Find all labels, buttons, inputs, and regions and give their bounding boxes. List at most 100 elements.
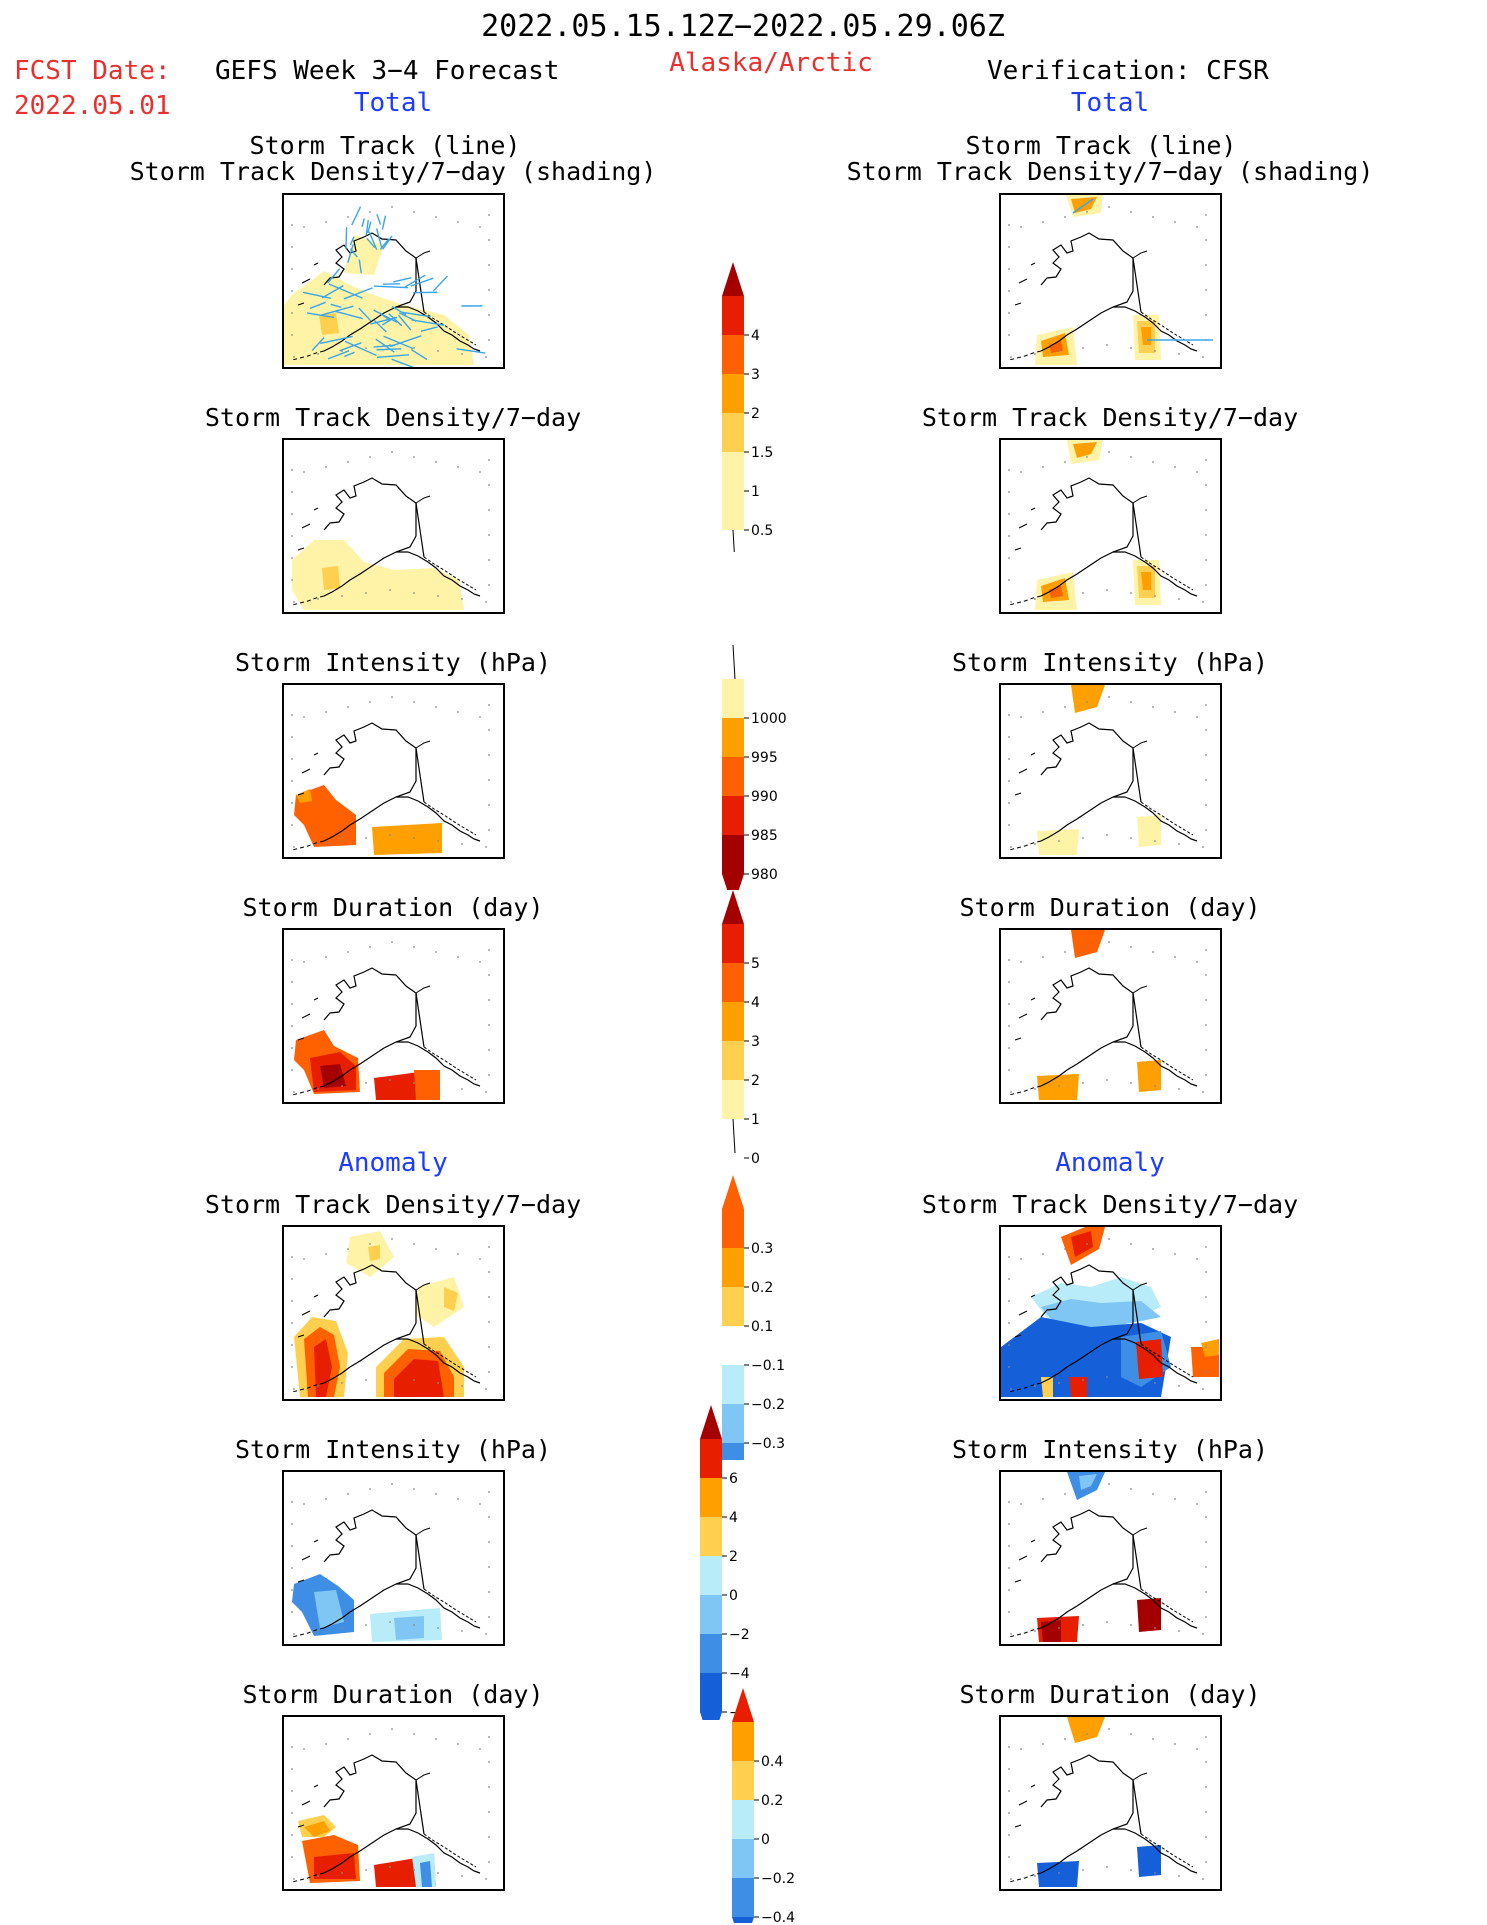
left-anom-density-graticule-dot-29 [291, 1366, 293, 1368]
left-track-track-7 [370, 316, 398, 325]
left-anom-intensity-graticule-dot-6 [369, 1488, 371, 1490]
right-density-graticule-dot-10 [1130, 456, 1132, 458]
left-duration-graticule-dot-16 [479, 961, 481, 963]
right-track-graticule-dot-12 [1152, 216, 1154, 218]
right-anom-duration-graticule-dot-3 [1034, 1875, 1036, 1877]
right-track-graticule-dot-25 [1008, 290, 1010, 292]
cb-intensity-total-label-2: 990 [751, 789, 778, 805]
right-duration-graticule-dot-18 [1205, 949, 1207, 951]
left-intensity-bering-islands [297, 752, 319, 796]
left-track-graticule-dot-16 [479, 226, 481, 228]
right-anom-density-basemap [1008, 1238, 1207, 1393]
right-intensity-title: Storm Intensity (hPa) [951, 648, 1269, 677]
right-duration-graticule-dot-1 [1010, 1091, 1012, 1093]
right-intensity-shade-0 [1071, 685, 1105, 713]
right-duration-graticule-dot-21 [1008, 981, 1010, 983]
map-left-anom-duration [282, 1715, 505, 1891]
cb-density-total-label-4: 1 [751, 484, 760, 500]
left-density-graticule-dot-26 [488, 559, 490, 561]
left-density-graticule-dot-7 [365, 592, 367, 594]
right-intensity-graticule-dot-9 [1106, 834, 1108, 836]
left-track-track-29 [390, 335, 422, 348]
right-density-graticule-dot-22 [1205, 509, 1207, 511]
right-track-graticule-dot-27 [1008, 312, 1010, 314]
cb-density-total-label-2: 2 [751, 406, 760, 422]
left-anom-duration-panhandle-coast [396, 1828, 481, 1874]
right-intensity-graticule-dot-12 [1152, 706, 1154, 708]
left-anom-intensity-shade-1 [314, 1590, 344, 1628]
left-duration-graticule-dot-0 [303, 961, 305, 963]
right-anom-duration-canada-border [1132, 1779, 1142, 1835]
cb-intensity-anom-swatch-1 [700, 1478, 722, 1517]
left-anom-duration-graticule-dot-20 [488, 1761, 490, 1763]
right-anom-duration-bering-islands [1014, 1784, 1036, 1828]
right-anom-density-bering-islands [1014, 1294, 1036, 1338]
cb-duration-total-label-3: 2 [751, 1073, 760, 1089]
right-duration-shading [1037, 930, 1161, 1100]
left-anom-duration-graticule-dot-2 [325, 1743, 327, 1745]
left-intensity-graticule-dot-2 [325, 711, 327, 713]
right-anom-density-graticule-dot-0 [1020, 1258, 1022, 1260]
right-anom-duration-graticule-dot-29 [1008, 1856, 1010, 1858]
right-track-graticule-dot-21 [1008, 246, 1010, 248]
cb-duration-anom-label-0: 0.4 [761, 1754, 783, 1770]
map-right-anom-density-svg [1001, 1227, 1219, 1397]
left-track-north-track-9 [379, 238, 390, 250]
map-right-anom-density [999, 1225, 1222, 1401]
right-anom-density-graticule-dot-8 [1108, 1238, 1110, 1240]
right-intensity-graticule-dot-4 [1064, 706, 1066, 708]
right-duration-arctic-coast [1132, 985, 1148, 994]
left-track-shade-2 [319, 313, 339, 335]
right-anom-intensity-graticule-dot-8 [1108, 1483, 1110, 1485]
right-duration-panhandle-coast [1113, 1041, 1198, 1087]
left-anom-duration-panhandle-islands [423, 1833, 477, 1868]
left-track-track-32 [432, 275, 449, 292]
left-anom-density-graticule-dot-20 [488, 1271, 490, 1273]
left-anom-duration-graticule-dot-7 [365, 1869, 367, 1871]
cb-density-total-swatch-4 [722, 452, 744, 491]
left-anom-density-arctic-coast [415, 1282, 431, 1291]
left-anom-duration-shading [298, 1815, 436, 1887]
left-density-graticule-dot-18 [488, 459, 490, 461]
right-anom-intensity-graticule-dot-22 [1205, 1541, 1207, 1543]
cb-density-total-label-1: 3 [751, 367, 760, 383]
right-anom-intensity-aleutian-islands [1008, 1627, 1042, 1638]
left-duration-graticule-dot-26 [488, 1049, 490, 1051]
right-track-track-1 [1072, 198, 1094, 214]
left-anom-intensity-shading [292, 1574, 442, 1642]
cb-duration-total-label-1: 4 [751, 995, 760, 1011]
left-density-graticule-dot-27 [291, 557, 293, 559]
right-anom-duration-graticule-dot-5 [1058, 1872, 1060, 1874]
right-anom-duration-graticule-dot-25 [1008, 1812, 1010, 1814]
right-duration-graticule-dot-25 [1008, 1025, 1010, 1027]
right-track-graticule-dot-18 [1205, 214, 1207, 216]
left-track-graticule-dot-20 [488, 239, 490, 241]
right-density-shade-1 [1073, 442, 1097, 458]
cb-intensity-anom-top-arrow [700, 1405, 722, 1439]
right-density-graticule-dot-24 [1205, 534, 1207, 536]
left-anom-duration-graticule-dot-27 [291, 1834, 293, 1836]
right-density-aleutian-islands [1008, 595, 1042, 606]
right-duration-graticule-dot-2 [1042, 956, 1044, 958]
left-anom-duration-graticule-dot-23 [291, 1790, 293, 1792]
right-intensity-graticule-dot-3 [1034, 843, 1036, 845]
left-density-graticule-dot-20 [488, 484, 490, 486]
right-track-graticule-dot-3 [1034, 353, 1036, 355]
left-density-graticule-dot-17 [485, 601, 487, 603]
right-duration-canada-border [1132, 992, 1142, 1048]
left-duration-graticule-dot-13 [437, 1085, 439, 1087]
left-density-graticule-dot-16 [479, 471, 481, 473]
left-intensity-title: Storm Intensity (hPa) [234, 648, 552, 677]
left-anom-density-graticule-dot-22 [488, 1296, 490, 1298]
left-anom-density-shading [294, 1231, 464, 1397]
left-track-north-track-8 [381, 215, 387, 230]
left-anom-duration-graticule-dot-6 [369, 1733, 371, 1735]
right-anom-duration-graticule-dot-10 [1130, 1733, 1132, 1735]
map-left-duration-svg [291, 941, 490, 1100]
left-track-graticule-dot-29 [291, 334, 293, 336]
right-anom-density-graticule-dot-6 [1086, 1243, 1088, 1245]
left-intensity-graticule-dot-15 [461, 843, 463, 845]
left-anom-intensity-graticule-dot-17 [485, 1633, 487, 1635]
right-anom-duration-graticule-dot-7 [1082, 1869, 1084, 1871]
cb-intensity-anom-label-1: 4 [729, 1510, 738, 1526]
